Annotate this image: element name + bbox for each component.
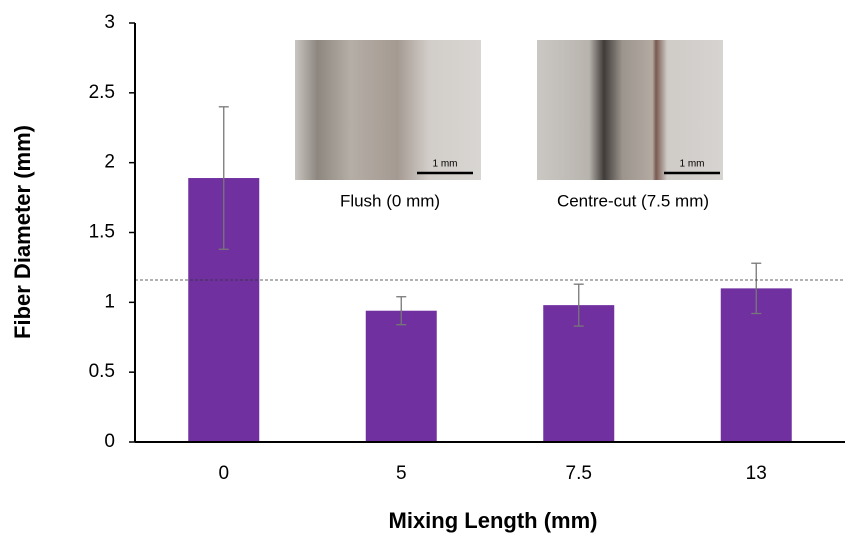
- x-tick-label: 13: [746, 463, 767, 484]
- y-tick-label: 2.5: [89, 82, 115, 103]
- x-tick-label: 0: [218, 463, 229, 484]
- inset-caption: Flush (0 mm): [340, 191, 440, 210]
- y-axis-title: Fiber Diameter (mm): [10, 125, 35, 339]
- bar: [366, 311, 437, 442]
- inset-caption: Centre-cut (7.5 mm): [557, 191, 709, 210]
- x-tick-label: 7.5: [566, 463, 592, 484]
- x-tick-label: 5: [396, 463, 407, 484]
- scale-label: 1 mm: [680, 159, 705, 170]
- scale-label: 1 mm: [433, 159, 458, 170]
- inset-2: 1 mm Centre-cut (7.5 mm): [537, 40, 723, 210]
- chart: 1 mm Flush (0 mm) 1 mm Centre-cut (7.5 m…: [0, 0, 845, 535]
- y-tick-label: 1: [104, 291, 115, 312]
- inset-1: 1 mm Flush (0 mm): [295, 40, 481, 210]
- y-tick-label: 1.5: [89, 222, 115, 243]
- x-axis-title: Mixing Length (mm): [389, 508, 598, 533]
- y-tick-label: 3: [104, 12, 115, 33]
- y-tick-label: 0.5: [89, 361, 115, 382]
- y-tick-label: 0: [104, 431, 115, 452]
- y-tick-label: 2: [104, 152, 115, 173]
